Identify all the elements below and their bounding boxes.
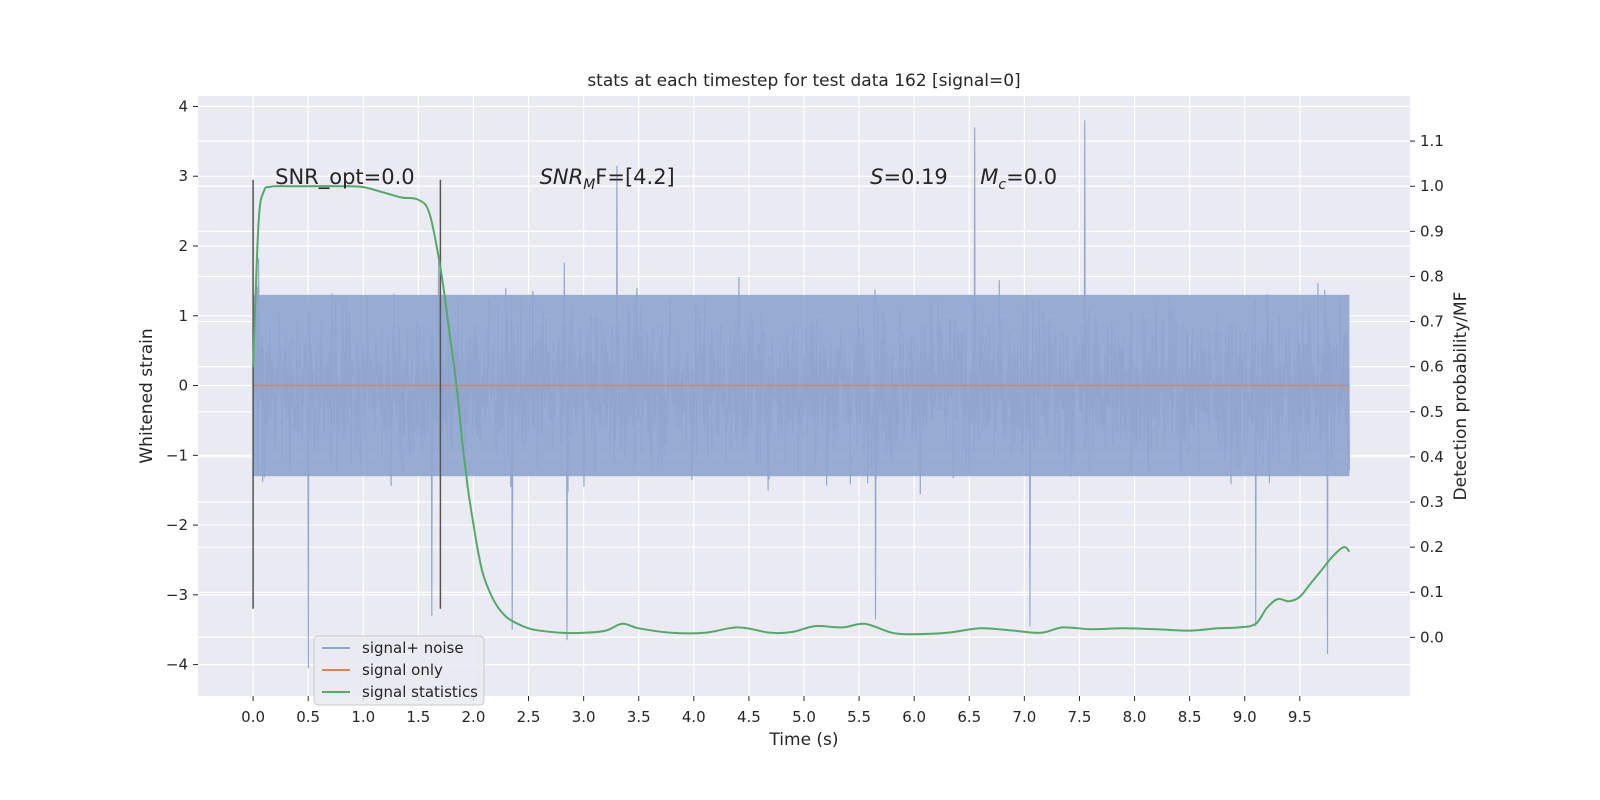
y2-tick-label: 0.3 — [1420, 493, 1444, 511]
y2-tick-label: 0.0 — [1420, 628, 1444, 646]
legend-label-signal-statistics: signal statistics — [362, 683, 478, 701]
x-tick-label: 7.0 — [1012, 708, 1036, 726]
x-tick-label: 8.5 — [1178, 708, 1202, 726]
y2-tick-label: 0.1 — [1420, 583, 1444, 601]
annotation-s-tail: =0.19 — [883, 165, 947, 189]
annotation-snr-mf-base: SNR — [540, 165, 584, 189]
y2-tick-label: 0.9 — [1420, 222, 1444, 240]
y-tick-label: −3 — [166, 586, 188, 604]
y2-tick-label: 0.5 — [1420, 403, 1444, 421]
statistics-curve — [252, 185, 1351, 636]
x-tick-label: 0.0 — [241, 708, 265, 726]
annotation-snr-mf-sub: M — [583, 177, 595, 193]
annotation-mc-tail: =0.0 — [1006, 165, 1057, 189]
annotation-mc-base: M — [980, 165, 998, 189]
y2-tick-label: 0.2 — [1420, 538, 1444, 556]
y-tick-label: 1 — [178, 307, 188, 325]
chart-title: stats at each timestep for test data 162… — [587, 71, 1020, 91]
x-tick-label: 2.0 — [462, 708, 486, 726]
x-tick-label: 4.0 — [682, 708, 706, 726]
annotation-s-base: S — [870, 165, 883, 189]
annotations: SNR_opt=0.0 SNRMF=[4.2] S=0.19 Mc=0.0 — [275, 165, 1057, 193]
annotation-snr-mf-tail: F=[4.2] — [595, 165, 674, 189]
x-tick-label: 2.5 — [517, 708, 541, 726]
legend-box — [313, 635, 485, 706]
noise-trace — [252, 120, 1350, 669]
y-tick-label: −2 — [166, 516, 188, 534]
y-tick-label: 2 — [178, 237, 188, 255]
x-tick-label: 5.5 — [847, 708, 871, 726]
legend: signal+ noise signal only signal statist… — [313, 635, 485, 706]
y-axis-ticks: −4 −3 −2 −1 0 1 2 3 4 — [166, 97, 198, 674]
annotation-mc-sub: c — [998, 177, 1006, 193]
y2-tick-label: 0.8 — [1420, 267, 1444, 285]
segment-markers — [252, 179, 442, 609]
x-tick-label: 9.5 — [1288, 708, 1312, 726]
x-tick-label: 9.0 — [1233, 708, 1257, 726]
y2-axis-label: Detection probability/MF — [1451, 292, 1471, 501]
x-tick-label: 6.5 — [957, 708, 981, 726]
x-tick-label: 3.0 — [572, 708, 596, 726]
y2-tick-label: 0.4 — [1420, 448, 1444, 466]
x-tick-label: 7.5 — [1068, 708, 1092, 726]
y-tick-label: 0 — [178, 377, 188, 395]
annotation-snr-opt: SNR_opt=0.0 — [275, 165, 415, 190]
legend-label-signal-noise: signal+ noise — [362, 639, 464, 657]
y2-tick-label: 0.6 — [1420, 358, 1444, 376]
annotation-snr-mf: SNRMF=[4.2] — [540, 165, 675, 193]
annotation-mc: Mc=0.0 — [980, 165, 1057, 193]
x-tick-label: 4.5 — [737, 708, 761, 726]
annotation-s-stat: S=0.19 — [870, 165, 948, 189]
x-tick-label: 8.0 — [1123, 708, 1147, 726]
x-tick-label: 6.0 — [902, 708, 926, 726]
x-tick-label: 1.5 — [406, 708, 430, 726]
legend-label-signal-only: signal only — [362, 661, 443, 679]
y2-tick-label: 1.1 — [1420, 132, 1444, 150]
x-axis-ticks: 0.0 0.5 1.0 1.5 2.0 2.5 3.0 3.5 4.0 4.5 5.0 5.5 6.0 6… — [241, 696, 1312, 726]
y-tick-label: −1 — [166, 446, 188, 464]
x-tick-label: 0.5 — [296, 708, 320, 726]
y2-tick-label: 1.0 — [1420, 177, 1444, 195]
x-tick-label: 3.5 — [627, 708, 651, 726]
x-tick-label: 5.0 — [792, 708, 816, 726]
y-tick-label: 4 — [178, 97, 188, 115]
y2-axis-ticks: 0.0 0.1 0.2 0.3 0.4 0.5 0.6 0.7 0.8 0.9 1.0 1.1 — [1410, 132, 1444, 646]
y-axis-label: Whitened strain — [137, 328, 157, 463]
x-axis-label: Time (s) — [768, 730, 838, 750]
x-tick-label: 1.0 — [351, 708, 375, 726]
series-signal-statistics — [252, 185, 1351, 636]
y2-tick-label: 0.7 — [1420, 313, 1444, 331]
y-tick-label: 3 — [178, 167, 188, 185]
y-tick-label: −4 — [166, 656, 188, 674]
